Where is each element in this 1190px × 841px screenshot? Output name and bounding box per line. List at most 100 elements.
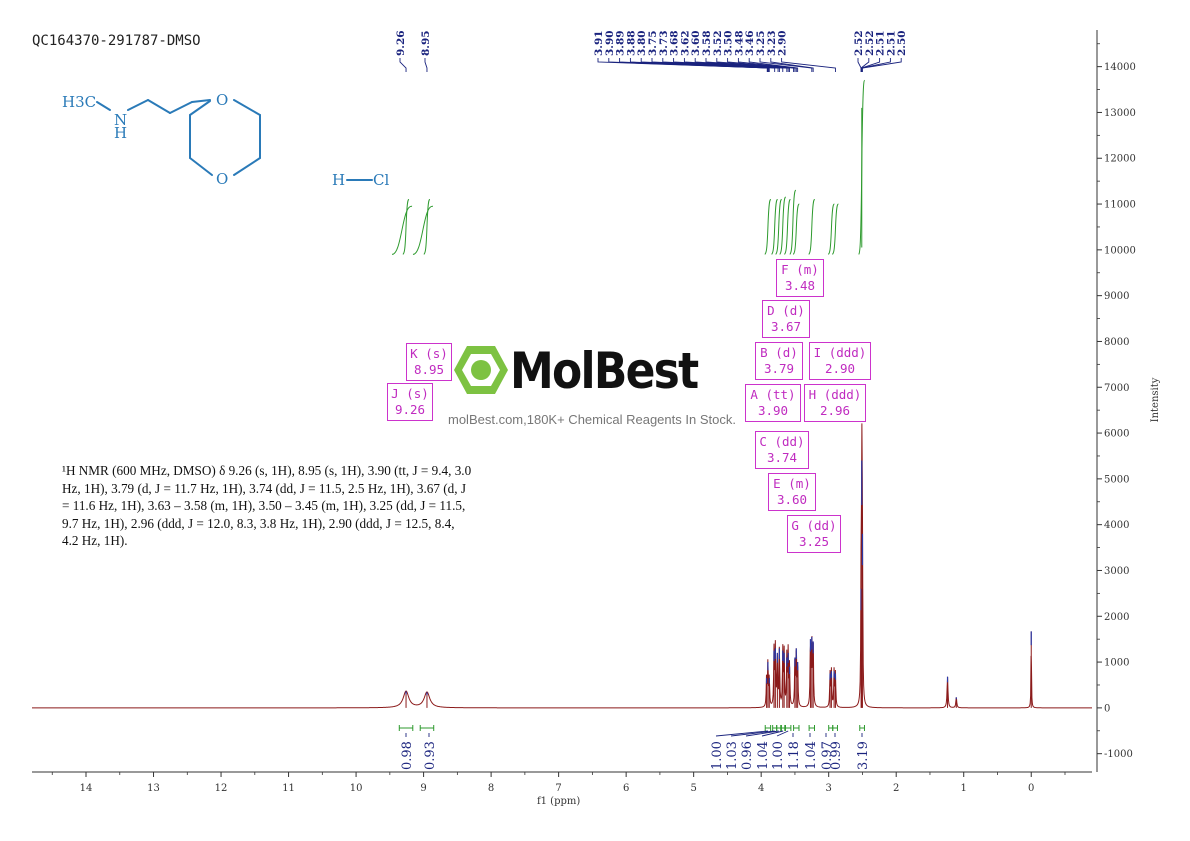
spectrum-line <box>32 423 1092 709</box>
peak-label-leader <box>737 58 797 72</box>
integral-curve <box>792 203 800 255</box>
integral-curves <box>391 79 865 255</box>
y-tick-label: 3000 <box>1104 566 1129 577</box>
multiplet-label-shift: 2.96 <box>819 403 851 418</box>
multiplet-label-k: K (s) 8.95 <box>406 343 452 381</box>
x-tick-label: 1 <box>961 783 967 794</box>
molbest-logo: MolBest molBest.com,180K+ Chemical Reage… <box>448 342 752 432</box>
multiplet-label-shift: 8.95 <box>413 362 445 377</box>
integral-value: 1.00 <box>710 741 725 770</box>
peak-label-text: 3.60 <box>690 30 702 56</box>
integral-curve <box>764 198 771 255</box>
x-tick-label: 8 <box>488 783 494 794</box>
peak-label-text: 3.50 <box>723 30 735 56</box>
multiplet-label-j: J (s) 9.26 <box>387 383 433 421</box>
integral-value: 3.19 <box>856 741 871 770</box>
y-tick-label: 11000 <box>1104 200 1136 211</box>
peak-label: 3.48 <box>733 30 797 72</box>
multiplet-label-shift: 3.25 <box>798 534 830 549</box>
multiplet-label-i: I (ddd) 2.90 <box>809 342 871 380</box>
integral-leader <box>745 730 779 737</box>
x-tick-label: 6 <box>623 783 629 794</box>
peak-label-text: 3.23 <box>766 30 778 56</box>
axes: 14 13 12 11 10 9 8 7 6 5 4 3 2 1 0f1 (ppm)-10000100020… <box>32 30 1161 807</box>
y-tick-label: 13000 <box>1104 108 1136 119</box>
peak-label-text: 3.58 <box>701 30 713 56</box>
nmr-description-text: ¹H NMR (600 MHz, DMSO) δ 9.26 (s, 1H), 8… <box>62 463 472 549</box>
logo-tagline: molBest.com,180K+ Chemical Reagents In S… <box>448 412 736 427</box>
peak-label: 8.95 <box>420 30 432 72</box>
amine-n-label: N <box>114 111 127 129</box>
integral-value: 0.98 <box>400 741 415 770</box>
integral-value: 1.00 <box>771 741 786 770</box>
x-tick-label: 12 <box>215 783 228 794</box>
y-tick-label: 7000 <box>1104 383 1129 394</box>
multiplet-label-f: F (m) 3.48 <box>776 259 824 297</box>
hcl-cl-label: Cl <box>373 171 389 189</box>
integral-value: 1.04 <box>756 741 771 770</box>
sample-id: QC164370-291787-DMSO <box>32 33 201 49</box>
integral-curve <box>423 198 431 255</box>
peak-label-text: 3.73 <box>658 30 670 56</box>
y-tick-label: -1000 <box>1104 749 1133 760</box>
peak-label-text: 9.26 <box>395 30 407 56</box>
multiplet-label-g: G (dd) 3.25 <box>787 515 841 553</box>
peak-label: 3.46 <box>744 30 799 72</box>
multiplet-label-shift: 3.74 <box>766 450 798 465</box>
x-tick-label: 5 <box>690 783 696 794</box>
peak-label-text: 3.75 <box>647 30 659 56</box>
integral-curve <box>831 203 839 255</box>
integral-value: 0.99 <box>829 741 844 770</box>
peak-label-text: 3.68 <box>669 30 681 56</box>
peak-label-text: 3.46 <box>744 30 756 56</box>
integral-curve <box>402 198 410 255</box>
peak-label: 3.52 <box>712 30 795 72</box>
peak-label-text: 3.80 <box>636 30 648 56</box>
peak-label-text: 3.89 <box>615 30 627 56</box>
x-tick-label: 4 <box>758 783 764 794</box>
hcl-h-label: H <box>332 171 345 189</box>
peak-label-text: 2.51 <box>875 30 887 56</box>
integral-value: 1.04 <box>804 741 819 770</box>
multiplet-label-title: J (s) <box>391 386 429 401</box>
peak-label-leader <box>727 58 796 72</box>
multiplet-label-c: C (dd) 3.74 <box>755 431 809 469</box>
peak-label-leader <box>861 58 902 72</box>
x-tick-label: 2 <box>893 783 899 794</box>
multiplet-label-h: H (ddd) 2.96 <box>804 384 866 422</box>
peak-label-text: 3.48 <box>733 30 745 56</box>
multiplet-label-shift: 3.90 <box>757 403 789 418</box>
integral-curve <box>771 198 778 255</box>
multiplet-label-shift: 2.90 <box>824 361 856 376</box>
ring-oxygen-bottom: O <box>216 170 228 188</box>
peak-label-text: 3.90 <box>604 30 616 56</box>
multiplet-label-d: D (d) 3.67 <box>762 300 810 338</box>
peak-label-leader <box>861 58 891 72</box>
y-tick-label: 12000 <box>1104 154 1136 165</box>
integral-leader <box>730 730 775 737</box>
peak-label-leader <box>716 58 795 72</box>
x-tick-label: 9 <box>420 783 426 794</box>
peak-label-leader <box>770 58 814 72</box>
x-axis-label: f1 (ppm) <box>537 796 580 807</box>
peak-label-text: 3.91 <box>593 30 605 56</box>
peak-label-text: 2.52 <box>853 30 865 56</box>
y-axis-label: Intensity <box>1150 377 1161 422</box>
x-tick-label: 0 <box>1028 783 1034 794</box>
peak-label-leader <box>705 58 790 72</box>
integral-leader <box>761 730 784 737</box>
x-tick-label: 3 <box>826 783 832 794</box>
spectrum-trace <box>32 423 1092 709</box>
y-tick-label: 0 <box>1104 703 1110 714</box>
x-tick-label: 11 <box>282 783 295 794</box>
y-tick-label: 5000 <box>1104 474 1129 485</box>
y-tick-label: 6000 <box>1104 429 1129 440</box>
multiplet-label-title: B (d) <box>760 345 798 360</box>
multiplet-label-b: B (d) 3.79 <box>755 342 803 380</box>
multiplet-label-title: G (dd) <box>791 518 837 533</box>
integral-value: 0.96 <box>740 741 755 770</box>
peak-label-leader <box>399 58 407 72</box>
integral-curve-broad <box>391 205 413 255</box>
